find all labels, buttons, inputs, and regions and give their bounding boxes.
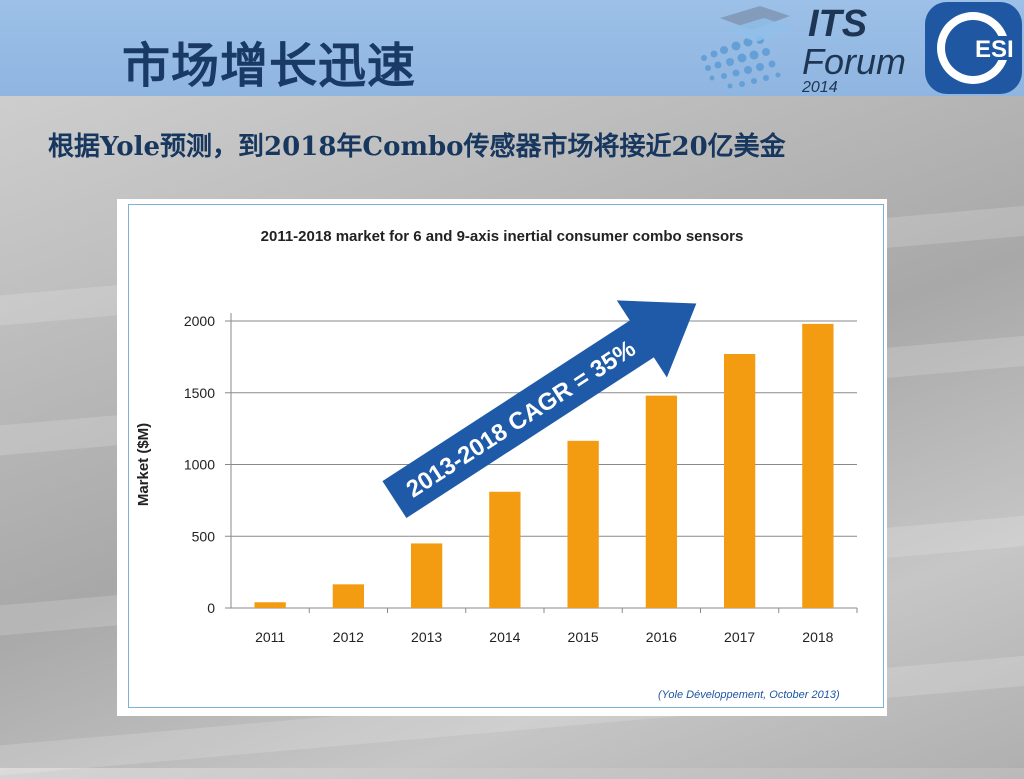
arrow-shape <box>382 300 697 519</box>
x-tick-label: 2018 <box>802 629 833 645</box>
y-tick-label: 1000 <box>184 457 215 473</box>
esi-text: ESI <box>975 36 1014 63</box>
bar <box>723 354 756 608</box>
bar <box>410 543 443 608</box>
y-tick-label: 2000 <box>184 313 215 329</box>
chart-title: 2011-2018 market for 6 and 9-axis inerti… <box>260 228 744 245</box>
y-tick-label: 1500 <box>184 385 215 401</box>
dots-graphic-icon <box>701 6 794 89</box>
forum-name-text: Forum <box>802 41 906 82</box>
bar <box>254 602 286 608</box>
bar <box>645 395 678 608</box>
x-tick-label: 2016 <box>646 629 677 645</box>
slide-subtitle: 根据Yole预测，到2018年Combo传感器市场将接近20亿美金 <box>48 132 786 162</box>
header-band <box>0 0 1024 96</box>
cagr-label: 2013-2018 CAGR = 35% <box>402 335 641 503</box>
slide-title: 市场增长迅速 <box>122 38 417 94</box>
y-tick-label: 0 <box>207 600 215 616</box>
its-forum-logo: ITS Forum 2014 <box>701 3 906 96</box>
chart-panel: 2011-2018 market for 6 and 9-axis inerti… <box>117 199 887 716</box>
x-tick-label: 2013 <box>411 629 442 645</box>
bar-chart: 0 500 1000 1500 2000 Market ($M) 2011 2012 2013 2… <box>135 300 858 645</box>
bar <box>802 323 834 608</box>
forum-year-text: 2014 <box>801 79 838 96</box>
bar <box>489 491 521 608</box>
bar <box>567 440 599 608</box>
x-tick-label: 2011 <box>255 629 285 645</box>
source-note: (Yole Développement, October 2013) <box>658 689 840 701</box>
x-tick-label: 2017 <box>724 629 755 645</box>
forum-its-text: ITS <box>808 3 867 45</box>
x-tick-label: 2015 <box>568 629 599 645</box>
esi-logo: ESI <box>925 2 1022 94</box>
x-tick-label: 2012 <box>333 629 364 645</box>
x-tick-label: 2014 <box>489 629 520 645</box>
y-axis-label: Market ($M) <box>135 423 152 506</box>
bar <box>332 584 365 608</box>
chart-border <box>128 204 884 708</box>
y-tick-label: 500 <box>192 528 216 544</box>
